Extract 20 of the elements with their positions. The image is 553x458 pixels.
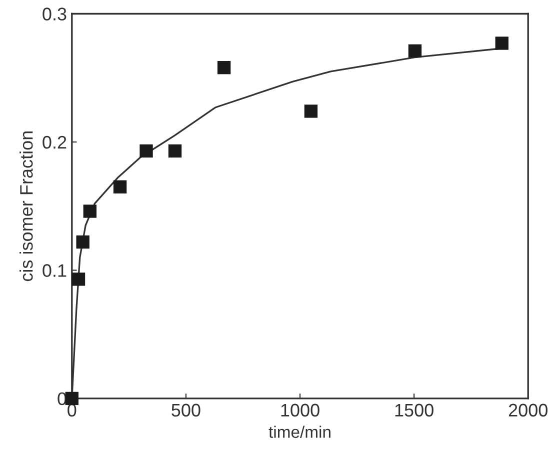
point [304,104,318,118]
y-tick-label: 0.3 [42,8,66,20]
y-tick-label: 0.1 [42,264,66,277]
point [140,144,153,158]
x-tick-label: 500 [172,404,200,417]
point [72,272,86,286]
y-tick-label: 0.2 [42,136,66,149]
point [83,204,96,218]
x-tick-label: 2000 [508,404,548,417]
point [408,44,422,58]
point [217,61,231,74]
x-axis-title: time/min [268,426,330,438]
y-axis-title: cis isomer Fraction [20,132,33,282]
x-tick-label: 1500 [395,404,434,417]
point [168,144,182,158]
x-tick-label: 1000 [281,404,320,417]
point [113,180,127,194]
point [76,235,90,249]
point [495,36,508,50]
point [65,392,78,406]
